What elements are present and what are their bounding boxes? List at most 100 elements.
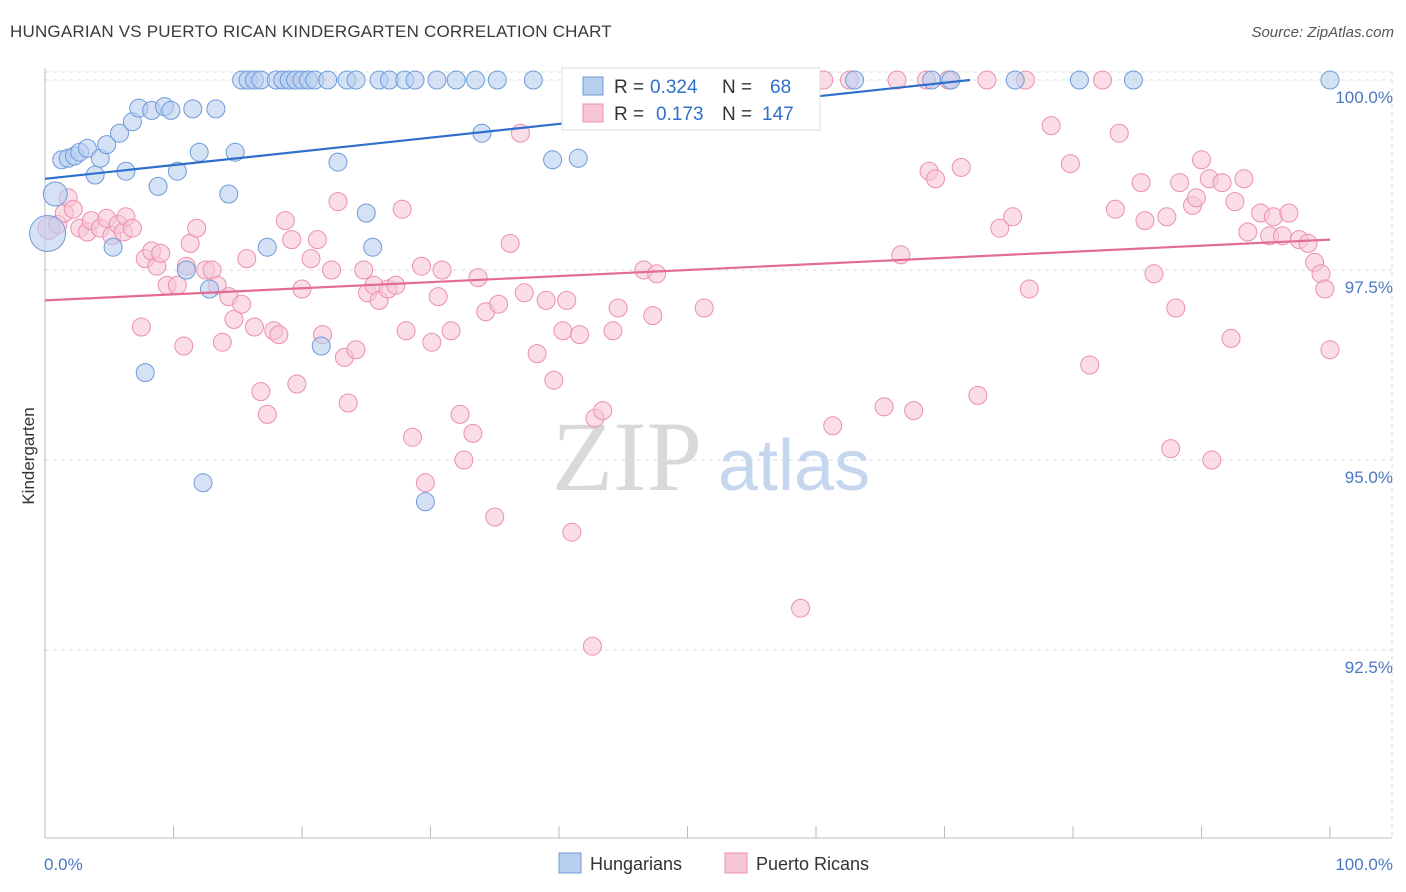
puerto-rican-point-91 — [647, 264, 667, 284]
puerto-rican-point-103 — [887, 70, 907, 90]
bottom-legend-hungarians: Hungarians — [590, 854, 682, 874]
puerto-rican-point-14 — [122, 218, 142, 238]
y-tick-label-3: 92.5% — [1345, 658, 1393, 677]
puerto-rican-point-114 — [1003, 207, 1023, 227]
puerto-rican-point-33 — [237, 249, 257, 269]
puerto-rican-point-132 — [1192, 150, 1211, 170]
puerto-rican-point-122 — [1109, 123, 1129, 143]
hungarian-point-9 — [97, 135, 117, 155]
hungarian-point-25 — [199, 279, 219, 299]
hungarian-point-43 — [328, 152, 348, 172]
puerto-rican-point-35 — [251, 382, 271, 402]
hungarian-point-45 — [346, 70, 366, 90]
puerto-rican-point-22 — [174, 336, 194, 356]
hungarian-point-19 — [161, 100, 181, 120]
puerto-rican-point-79 — [553, 321, 573, 341]
puerto-rican-point-90 — [643, 306, 663, 326]
puerto-rican-point-4 — [63, 199, 83, 219]
puerto-rican-point-41 — [287, 374, 307, 394]
puerto-rican-point-131 — [1186, 188, 1206, 208]
hungarian-point-15 — [135, 363, 155, 383]
hungarian-point-46 — [356, 203, 376, 223]
puerto-rican-point-57 — [392, 199, 412, 219]
puerto-rican-point-150 — [1320, 340, 1340, 360]
puerto-rican-point-121 — [1105, 199, 1125, 219]
puerto-rican-point-40 — [282, 230, 302, 250]
x-tick-label-max: 100.0% — [1335, 855, 1393, 874]
hungarian-point-1 — [42, 181, 68, 207]
legend-n-value-2: 147 — [762, 104, 794, 125]
puerto-rican-point-67 — [454, 450, 474, 470]
puerto-rican-point-136 — [1221, 328, 1241, 348]
puerto-rican-point-15 — [131, 317, 151, 337]
hungarian-point-42 — [311, 336, 331, 356]
hungarian-point-23 — [189, 142, 209, 162]
legend-n-value-1: 68 — [770, 77, 791, 98]
puerto-rican-point-149 — [1315, 279, 1335, 299]
hungarian-point-58 — [523, 70, 543, 90]
legend-r-label-1: R = — [614, 77, 644, 98]
hungarian-point-57 — [487, 70, 507, 90]
legend-n-label-1: N = — [722, 77, 752, 98]
legend-r-label-2: R = — [614, 104, 644, 125]
puerto-rican-point-128 — [1166, 298, 1186, 318]
puerto-rican-point-81 — [562, 522, 582, 542]
hungarian-point-28 — [225, 142, 245, 162]
hungarian-point-17 — [148, 176, 168, 196]
stats-legend: R = 0.324 N = 68 R = 0.173 N = 147 — [561, 67, 821, 131]
puerto-rican-point-66 — [450, 404, 470, 424]
puerto-rican-point-65 — [441, 321, 461, 341]
puerto-rican-point-38 — [269, 325, 289, 345]
puerto-rican-point-111 — [968, 385, 988, 405]
y-tick-label-1: 97.5% — [1345, 278, 1393, 297]
puerto-rican-point-87 — [608, 298, 628, 318]
hungarian-point-33 — [257, 237, 277, 257]
puerto-rican-point-68 — [463, 423, 483, 443]
puerto-rican-point-116 — [1019, 279, 1039, 299]
puerto-rican-point-78 — [544, 370, 564, 390]
hungarian-point-64 — [941, 70, 961, 90]
puerto-rican-point-63 — [428, 287, 448, 307]
puerto-rican-point-146 — [1298, 233, 1318, 253]
source-label: Source: ZipAtlas.com — [1251, 24, 1394, 41]
puerto-rican-point-117 — [1041, 116, 1061, 136]
series-legend: Hungarians Puerto Ricans — [558, 852, 869, 874]
puerto-rican-point-46 — [322, 260, 342, 280]
hungarian-point-11 — [110, 123, 130, 143]
puerto-rican-point-105 — [904, 401, 924, 421]
puerto-rican-point-50 — [346, 340, 366, 360]
hungarian-point-68 — [1320, 70, 1340, 90]
hungarian-point-41 — [318, 70, 338, 90]
puerto-rican-point-58 — [396, 321, 416, 341]
puerto-rican-point-138 — [1234, 169, 1254, 189]
puerto-rican-point-44 — [307, 230, 327, 250]
puerto-rican-point-31 — [224, 309, 244, 329]
x-tick-label-min: 0.0% — [44, 855, 83, 874]
hungarian-point-21 — [176, 260, 196, 280]
puerto-rican-point-139 — [1238, 222, 1258, 242]
puerto-rican-point-73 — [500, 233, 520, 253]
legend-r-value-1: 0.324 — [650, 77, 698, 98]
hungarian-point-24 — [193, 473, 213, 493]
hungarians-trendline — [44, 78, 971, 180]
legend-swatch-hungarians — [582, 76, 604, 96]
puerto-rican-point-19 — [151, 243, 171, 263]
hungarian-point-20 — [167, 161, 187, 181]
hungarian-point-54 — [446, 70, 466, 90]
puerto-rican-point-98 — [791, 598, 811, 618]
puerto-rican-point-119 — [1080, 355, 1100, 375]
puerto-rican-point-72 — [489, 294, 509, 314]
hungarian-point-63 — [922, 70, 942, 90]
hungarian-point-62 — [845, 70, 865, 90]
hungarian-point-52 — [415, 492, 435, 512]
hungarian-point-6 — [77, 138, 97, 158]
puerto-rican-point-76 — [527, 344, 547, 364]
watermark-zip: ZIP — [552, 401, 702, 512]
y-tick-label-2: 95.0% — [1345, 468, 1393, 487]
puerto-rican-point-134 — [1202, 450, 1222, 470]
puerto-rican-point-127 — [1161, 439, 1181, 459]
puerto-rican-point-77 — [536, 290, 556, 310]
puerto-rican-point-86 — [603, 321, 623, 341]
puerto-rican-point-36 — [257, 404, 277, 424]
